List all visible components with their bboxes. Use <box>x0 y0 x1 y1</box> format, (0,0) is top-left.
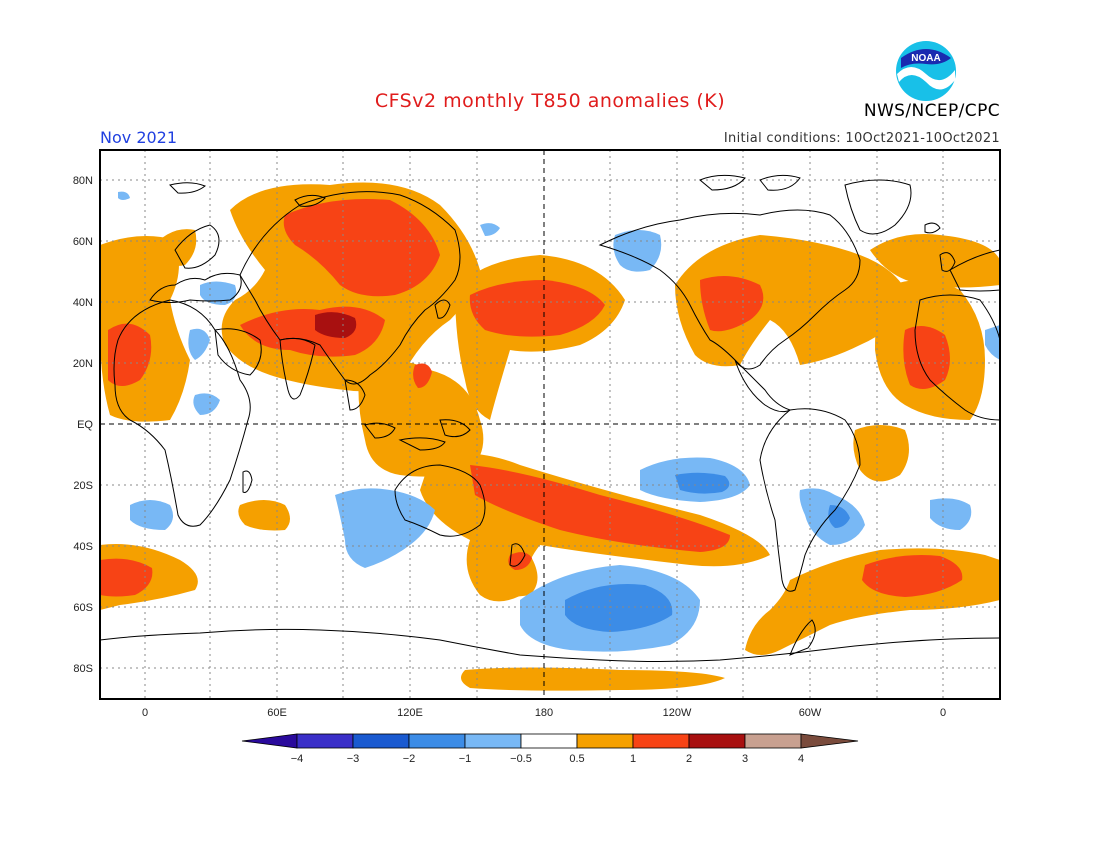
colorbar-label: 3 <box>742 753 748 765</box>
equator-dateline <box>100 150 1000 699</box>
initial-conditions: Initial conditions: 10Oct2021-10Oct2021 <box>723 131 1000 146</box>
colorbar-label: 4 <box>798 753 804 765</box>
colorbar-label: −1 <box>459 753 472 765</box>
lon-label: 120W <box>663 707 692 719</box>
lat-label: 60S <box>73 602 93 614</box>
colorbar-label: −2 <box>403 753 416 765</box>
colorbar-label: 2 <box>686 753 692 765</box>
colorbar-label: 0.5 <box>569 753 584 765</box>
lat-label: 40N <box>73 297 93 309</box>
noaa-logo-icon: NOAA <box>896 41 956 101</box>
lon-label: 0 <box>940 707 946 719</box>
colorbar-swatch <box>464 733 522 749</box>
colorbar-swatch <box>688 733 746 749</box>
plot-frame <box>99 149 1001 700</box>
lat-label: 20N <box>73 358 93 370</box>
colorbar-label: −0.5 <box>510 753 532 765</box>
lon-labels: 0 60E 120E 180 120W 60W 0 <box>142 707 946 719</box>
colorbar <box>241 733 859 749</box>
anomaly-field <box>100 150 1000 699</box>
colorbar-swatch <box>632 733 690 749</box>
lon-label: 120E <box>397 707 423 719</box>
colorbar-label: −3 <box>347 753 360 765</box>
colorbar-swatch <box>296 733 354 749</box>
lat-labels: 80N 60N 40N 20N EQ 20S 40S 60S 80S <box>73 175 94 675</box>
anomaly-level-cool-2 <box>565 472 850 632</box>
forecast-month: Nov 2021 <box>100 128 178 147</box>
lat-label: 80N <box>73 175 93 187</box>
lon-label: 60E <box>267 707 287 719</box>
colorbar-swatch <box>408 733 466 749</box>
colorbar-swatch <box>576 733 634 749</box>
lat-label: 60N <box>73 236 93 248</box>
chart-title: CFSv2 monthly T850 anomalies (K) <box>374 90 726 112</box>
lon-label: 180 <box>535 707 553 719</box>
colorbar-high-arrow <box>800 733 859 749</box>
colorbar-swatch <box>520 733 578 749</box>
lon-label: 0 <box>142 707 148 719</box>
logo-text: NOAA <box>911 53 940 64</box>
anomaly-level-warm-3 <box>315 312 357 338</box>
colorbar-label: −4 <box>291 753 304 765</box>
agency-label: NWS/NCEP/CPC <box>863 101 1000 121</box>
lat-label: 80S <box>73 663 93 675</box>
colorbar-swatch <box>352 733 410 749</box>
colorbar-labels: −4 −3 −2 −1 −0.5 0.5 1 2 3 4 <box>291 753 804 765</box>
anomaly-level-warm-2 <box>100 199 963 597</box>
graticule <box>100 150 1000 699</box>
lat-label: 20S <box>73 480 93 492</box>
colorbar-low-arrow <box>241 733 298 749</box>
colorbar-label: 1 <box>630 753 636 765</box>
colorbar-swatch <box>744 733 802 749</box>
lat-label: EQ <box>77 419 93 431</box>
lon-label: 60W <box>799 707 822 719</box>
coastlines <box>100 174 1000 662</box>
lat-label: 40S <box>73 541 93 553</box>
